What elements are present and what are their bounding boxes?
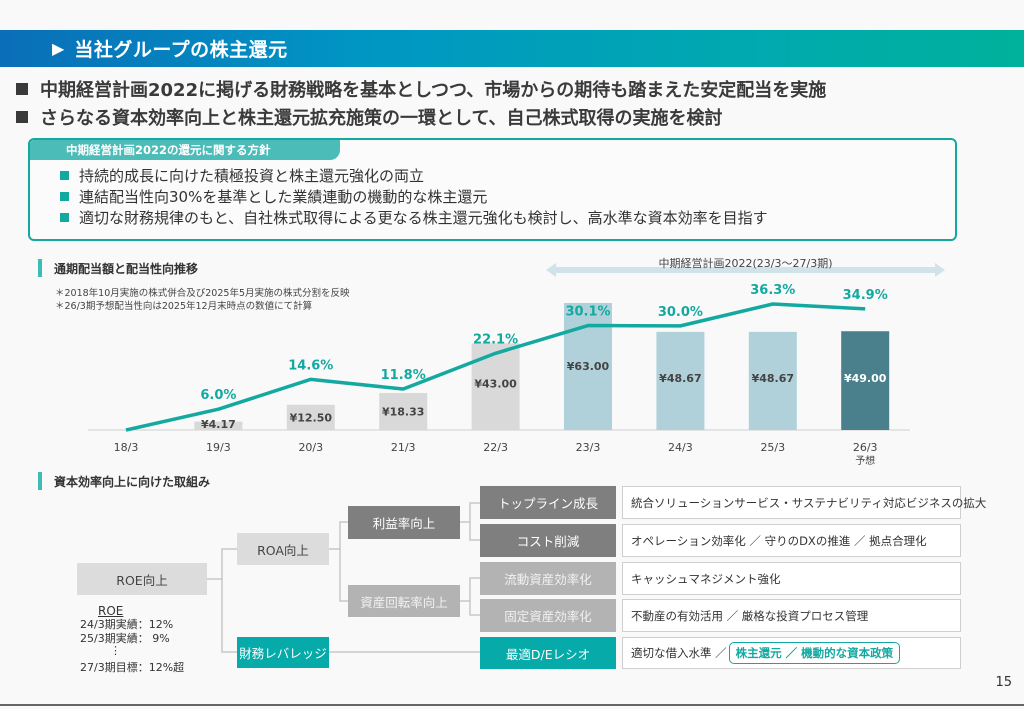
policy-tab-label: 中期経営計画2022の還元に関する方針: [30, 140, 340, 160]
tree-node-de-ratio: 最適D/Eレシオ: [480, 637, 616, 669]
dividend-chart: 中期経営計画2022(23/3～27/3期) ¥4.17 ¥12.50 ¥18.33 ¥…: [88, 256, 945, 467]
payout-ratio-label: 22.1%: [473, 332, 518, 347]
period-label: 中期経営計画2022(23/3～27/3期): [659, 256, 833, 270]
connector-line: [460, 577, 480, 602]
square-bullet-icon: [60, 213, 69, 222]
roe-line: 25/3期実績： 9%: [80, 632, 170, 645]
description-de-ratio: 適切な借入水準 ／ 株主還元 ／ 機動的な資本政策: [622, 637, 961, 669]
description-fixed-assets: 不動産の有効活用 ／ 厳格な投資プロセス管理: [622, 599, 961, 632]
connector-line: [221, 579, 237, 653]
section-title-text: 資本効率向上に向けた取組み: [54, 474, 211, 489]
policy-item: 連結配当性向30%を基準とした業績連動の機動的な株主還元: [60, 186, 768, 207]
bar-value-label: ¥48.67: [752, 372, 794, 385]
page-number: 15: [995, 675, 1012, 690]
policy-list: 持続的成長に向けた積極投資と株主還元強化の両立 連結配当性向30%を基準とした業…: [60, 165, 768, 228]
bottom-rule: [0, 704, 1024, 706]
connector-line: [460, 502, 480, 523]
description-text: 適切な借入水準 ／: [631, 646, 727, 660]
lead-text: さらなる資本効率向上と株主還元拡充施策の一環として、自己株式取得の実施を検討: [40, 108, 723, 129]
description-topline: 統合ソリューションサービス・サステナビリティ対応ビジネスの拡大: [622, 486, 986, 519]
policy-item: 適切な財務規律のもと、自社株式取得による更なる株主還元強化も検討し、高水準な資本…: [60, 207, 768, 228]
lead-statement-1: 中期経営計画2022に掲げる財務戦略を基本としつつ、市場からの期待も踏まえた安定…: [16, 76, 826, 102]
bar-value-label: ¥63.00: [567, 360, 610, 373]
bar-value-label: ¥12.50: [290, 411, 333, 424]
x-tick-label: 23/3: [576, 441, 601, 454]
bar-25/3: [748, 331, 797, 430]
policy-item-text: 適切な財務規律のもと、自社株式取得による更なる株主還元強化も検討し、高水準な資本…: [79, 209, 768, 227]
dividend-section-title: 通期配当額と配当性向推移: [38, 259, 198, 277]
lead-text: 中期経営計画2022に掲げる財務戦略を基本としつつ、市場からの期待も踏まえた安定…: [40, 80, 827, 101]
bar-19/3: [194, 421, 243, 430]
bar-20/3: [286, 404, 335, 430]
roe-line: 27/3期目標：12%超: [80, 661, 185, 674]
payout-ratio-label: 11.8%: [381, 368, 426, 383]
x-tick-label: 18/3: [114, 441, 139, 454]
connector-line: [339, 549, 348, 602]
bar-21/3: [379, 393, 428, 430]
policy-item-text: 持続的成長に向けた積極投資と株主還元強化の両立: [79, 167, 425, 185]
tree-node-leverage: 財務レバレッジ: [237, 637, 329, 668]
tree-node-roe: ROE向上: [77, 563, 207, 595]
policy-item: 持続的成長に向けた積極投資と株主還元強化の両立: [60, 165, 768, 186]
bar-value-label: ¥4.17: [201, 418, 236, 431]
bar-value-label: ¥49.00: [844, 372, 887, 385]
highlight-shareholder-return: 株主還元 ／ 機動的な資本政策: [728, 642, 901, 664]
payout-ratio-label: 14.6%: [288, 358, 333, 373]
roe-line: 24/3期実績：12%: [80, 618, 174, 631]
bar-value-label: ¥43.00: [474, 377, 517, 390]
connector-line: [207, 548, 237, 580]
tree-node-cost: コスト削減: [480, 524, 616, 557]
x-tick-sublabel: 予想: [855, 454, 875, 467]
roe-heading: ROE: [98, 604, 124, 618]
x-tick-label: 24/3: [668, 441, 693, 454]
description-current-assets: キャッシュマネジメント強化: [622, 562, 961, 595]
policy-item-text: 連結配当性向30%を基準とした業績連動の機動的な株主還元: [79, 188, 488, 206]
x-tick-label: 26/3: [853, 441, 878, 454]
tree-node-fixed-assets: 固定資産効率化: [480, 599, 616, 632]
tree-node-current-assets: 流動資産効率化: [480, 562, 616, 595]
efficiency-section-title: 資本効率向上に向けた取組み: [38, 472, 210, 490]
bar-26/3: [841, 331, 890, 430]
x-tick-label: 19/3: [206, 441, 231, 454]
chart-note: ＊26/3期予想配当性向は2025年12月末時点の数値にて計算: [55, 301, 313, 312]
bar-value-label: ¥48.67: [659, 372, 701, 385]
square-bullet-icon: [60, 192, 69, 201]
section-title-text: 通期配当額と配当性向推移: [54, 261, 199, 276]
x-tick-label: 25/3: [760, 441, 785, 454]
tree-node-profit-margin: 利益率向上: [348, 506, 460, 539]
roe-figures: ROE 24/3期実績：12% 25/3期実績： 9% ⋮ 27/3期目標：12…: [80, 604, 184, 675]
lead-statement-2: さらなる資本効率向上と株主還元拡充施策の一環として、自己株式取得の実施を検討: [16, 104, 723, 130]
square-bullet-icon: [16, 111, 28, 123]
bar-value-label: ¥18.33: [382, 406, 424, 419]
payout-ratio-label: 30.1%: [565, 305, 610, 320]
square-bullet-icon: [16, 83, 28, 95]
payout-ratio-label: 30.0%: [658, 305, 703, 320]
tree-node-topline: トップライン成長: [480, 486, 616, 519]
page-title: 当社グループの株主還元: [74, 39, 288, 61]
x-tick-label: 22/3: [483, 441, 508, 454]
section-accent-bar: [38, 259, 42, 277]
vertical-ellipsis-icon: ⋮: [110, 644, 121, 657]
connector-line: [469, 522, 480, 541]
tree-node-roa: ROA向上: [237, 533, 329, 565]
section-accent-bar: [38, 472, 42, 490]
tree-node-asset-turnover: 資産回転率向上: [348, 585, 460, 617]
x-tick-label: 21/3: [391, 441, 416, 454]
payout-ratio-label: 34.9%: [843, 288, 888, 303]
period-arrow: [546, 263, 945, 277]
x-tick-label: 20/3: [298, 441, 323, 454]
chart-note: ＊2018年10月実施の株式併合及び2025年5月実施の株式分割を反映: [55, 288, 350, 299]
title-banner: ▶ 当社グループの株主還元: [0, 30, 1024, 67]
description-cost: オペレーション効率化 ／ 守りのDXの推進 ／ 拠点合理化: [622, 524, 961, 557]
payout-ratio-line: [125, 302, 866, 432]
payout-ratio-label: 6.0%: [200, 388, 236, 403]
play-triangle-icon: ▶: [52, 39, 65, 58]
connector-line: [469, 601, 480, 616]
bar-24/3: [656, 331, 705, 430]
connector-line: [329, 521, 348, 550]
payout-ratio-label: 36.3%: [750, 283, 795, 298]
square-bullet-icon: [60, 171, 69, 180]
